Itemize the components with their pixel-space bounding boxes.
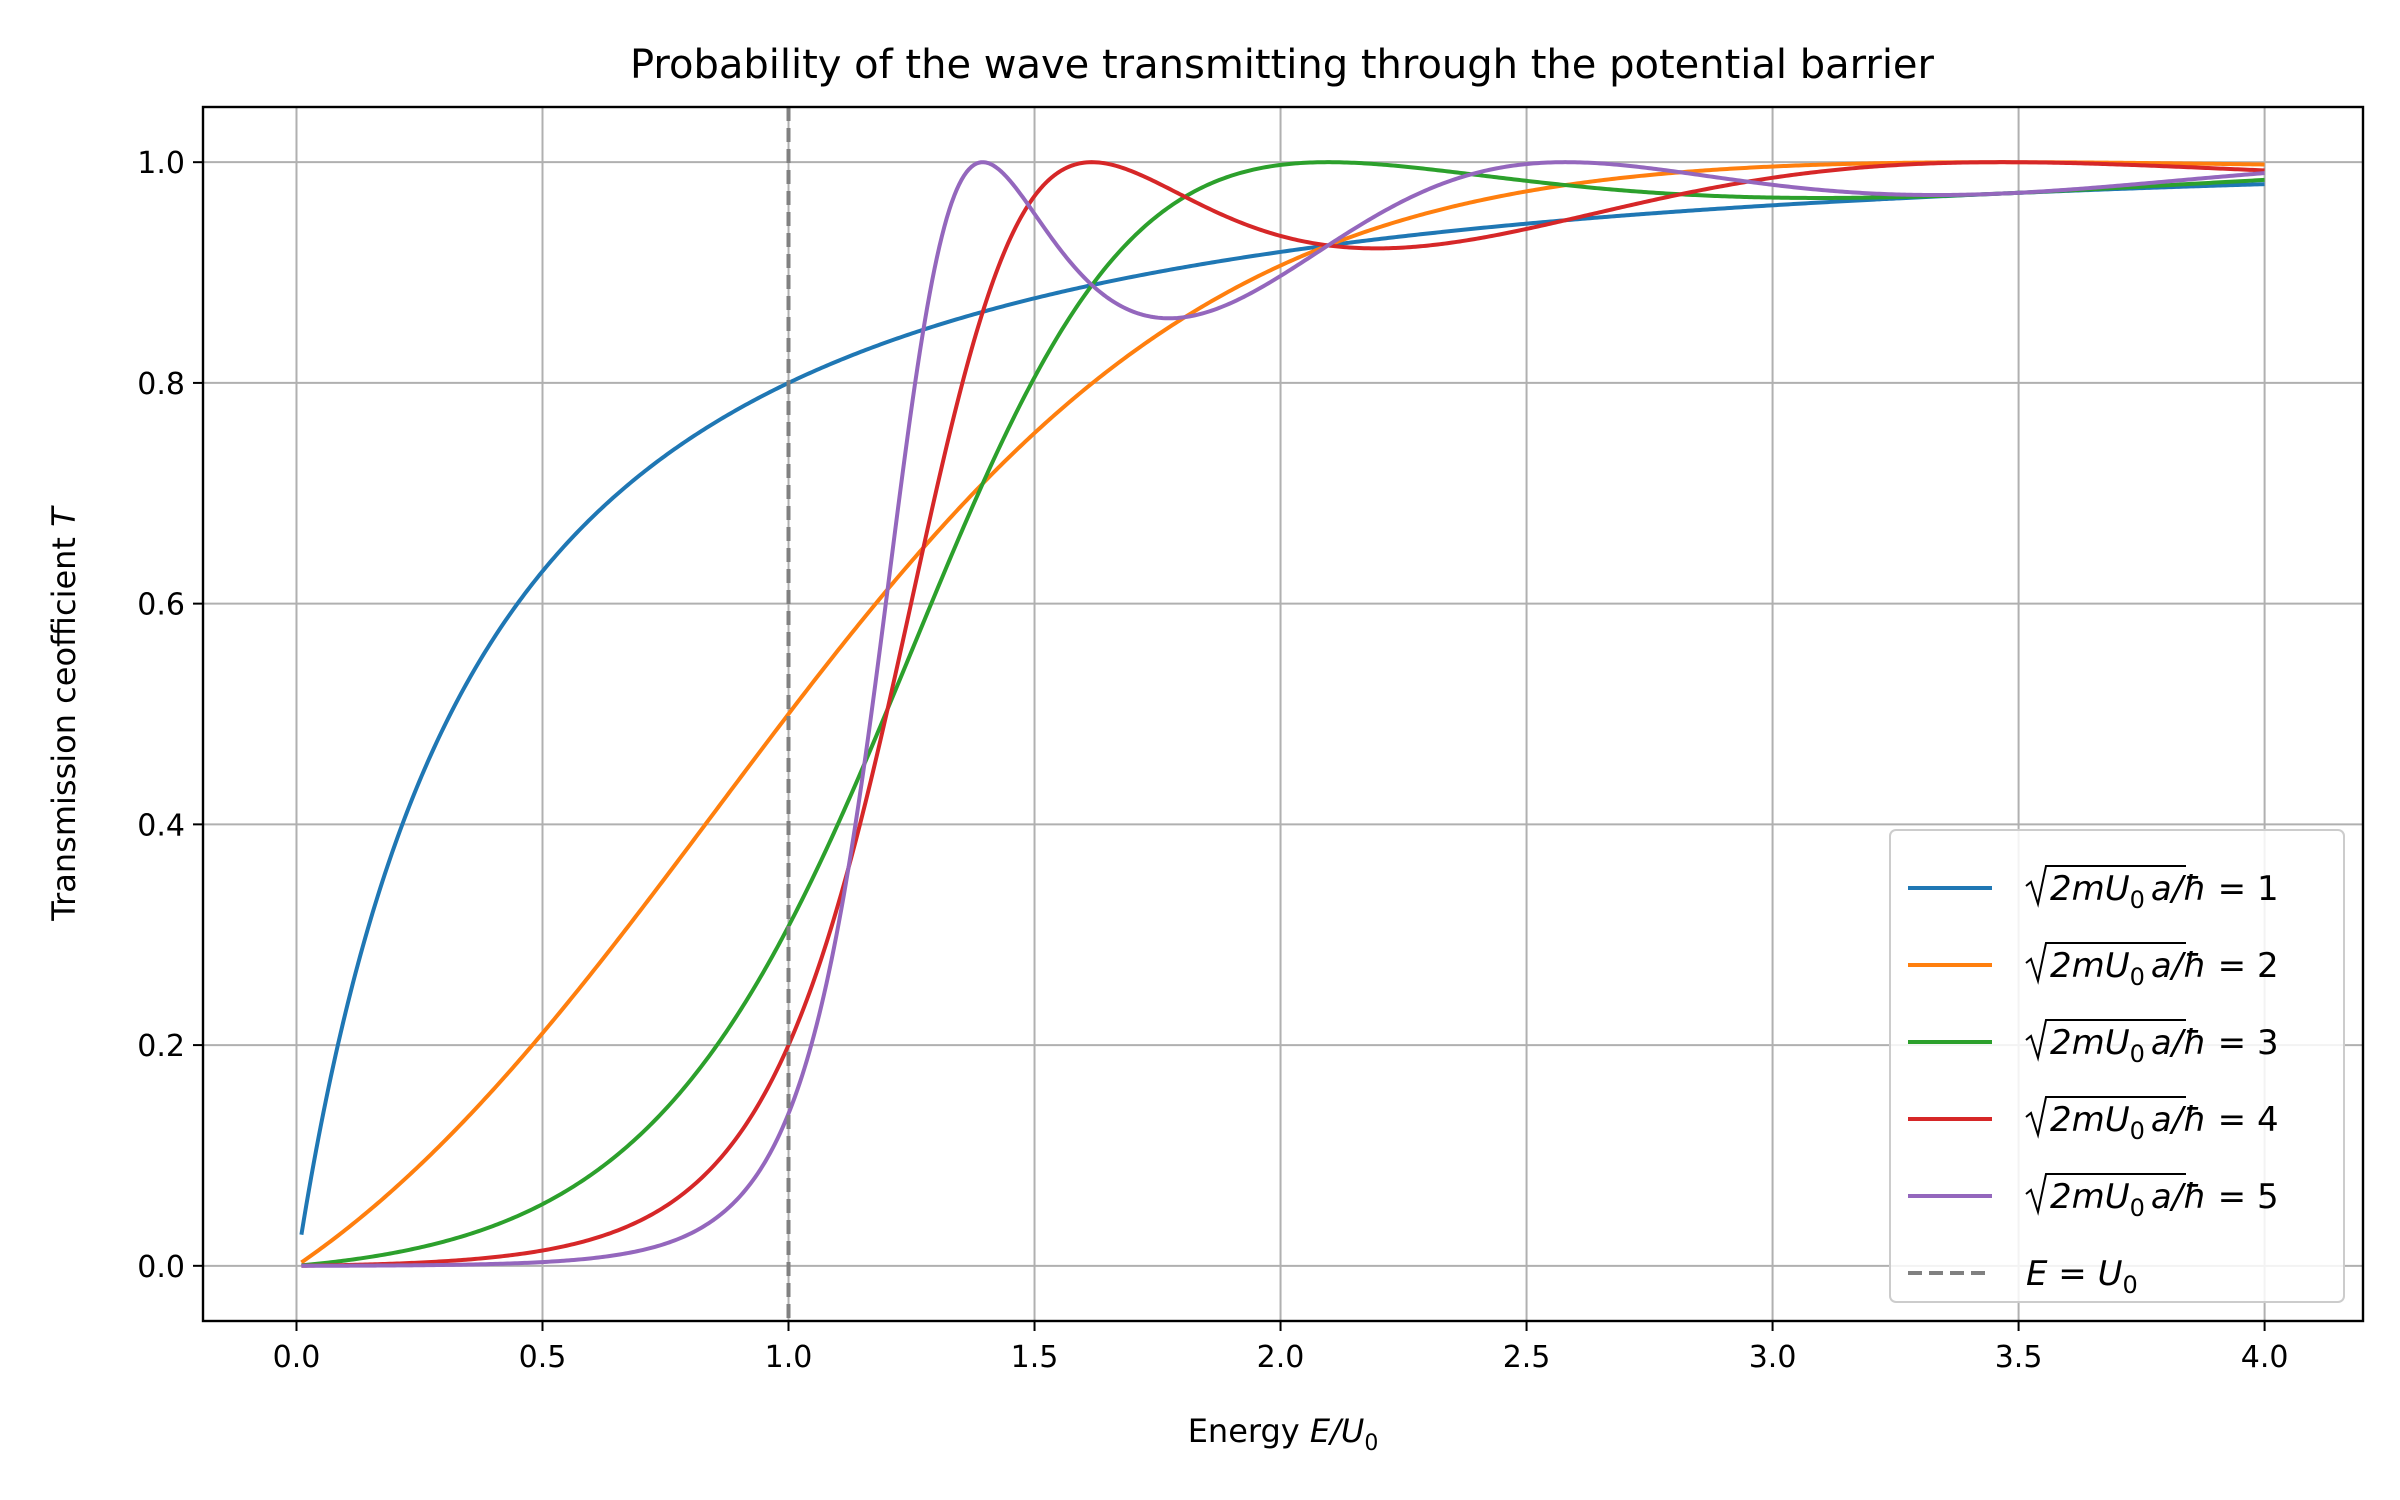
y-tick-label-5: 1.0 xyxy=(137,146,185,181)
x-axis-ticks: 0.0 0.5 1.0 1.5 2.0 2.5 3.0 3.5 4.0 xyxy=(273,1321,2289,1375)
x-axis-label: Energy E/U0 xyxy=(1188,1412,1379,1456)
sqrt-symbol xyxy=(2025,1173,2186,1216)
series-line-5 xyxy=(301,160,2265,1268)
plot-lines xyxy=(299,107,2265,1321)
legend-label-5: 2mU0 a/ħ = 5 xyxy=(2050,1177,2279,1222)
legend-item-5: 2mU0 a/ħ = 5 xyxy=(1908,1173,2279,1222)
sqrt-symbol xyxy=(2025,1019,2186,1062)
y-tick-label-3: 0.6 xyxy=(137,588,185,623)
legend-item-threshold: E = U0 xyxy=(1908,1254,2138,1299)
y-axis-ticks: 0.0 0.2 0.4 0.6 0.8 1.0 xyxy=(137,146,203,1285)
x-tick-label-1: 0.5 xyxy=(519,1340,567,1375)
x-tick-label-7: 3.5 xyxy=(1995,1340,2043,1375)
legend-item-2: 2mU0 a/ħ = 2 xyxy=(1908,942,2279,991)
sqrt-symbol xyxy=(2025,942,2186,985)
sqrt-symbol xyxy=(2025,1096,2186,1139)
x-tick-label-0: 0.0 xyxy=(273,1340,321,1375)
plot-frame xyxy=(201,105,2365,1323)
x-tick-label-3: 1.5 xyxy=(1011,1340,1059,1375)
legend-label-4: 2mU0 a/ħ = 4 xyxy=(2050,1100,2279,1145)
y-tick-label-0: 0.0 xyxy=(137,1250,185,1285)
legend-label-threshold: E = U0 xyxy=(2026,1254,2138,1299)
legend-label-1: 2mU0 a/ħ = 1 xyxy=(2050,869,2279,914)
chart-title: Probability of the wave transmitting thr… xyxy=(630,42,1935,88)
y-tick-label-1: 0.2 xyxy=(137,1029,185,1064)
y-axis-label: Transmission ceofficient T xyxy=(45,505,83,922)
y-tick-label-4: 0.8 xyxy=(137,367,185,402)
legend-box xyxy=(1889,829,2345,1303)
legend-label-3: 2mU0 a/ħ = 3 xyxy=(2050,1023,2279,1068)
x-tick-label-8: 4.0 xyxy=(2241,1340,2289,1375)
legend-item-4: 2mU0 a/ħ = 4 xyxy=(1908,1096,2279,1145)
legend: 2mU0 a/ħ = 1 2mU0 a/ħ = 2 2mU0 a/ħ = 3 2mU0 a/ħ… xyxy=(1889,829,2345,1303)
y-tick-label-2: 0.4 xyxy=(137,808,185,843)
x-tick-label-4: 2.0 xyxy=(1257,1340,1305,1375)
x-tick-label-2: 1.0 xyxy=(765,1340,813,1375)
sqrt-symbol xyxy=(2025,865,2186,908)
legend-item-1: 2mU0 a/ħ = 1 xyxy=(1908,865,2279,914)
x-tick-label-5: 2.5 xyxy=(1503,1340,1551,1375)
legend-item-3: 2mU0 a/ħ = 3 xyxy=(1908,1019,2279,1068)
x-tick-label-6: 3.0 xyxy=(1749,1340,1797,1375)
legend-label-2: 2mU0 a/ħ = 2 xyxy=(2050,946,2279,991)
series-line-4 xyxy=(301,160,2265,1268)
